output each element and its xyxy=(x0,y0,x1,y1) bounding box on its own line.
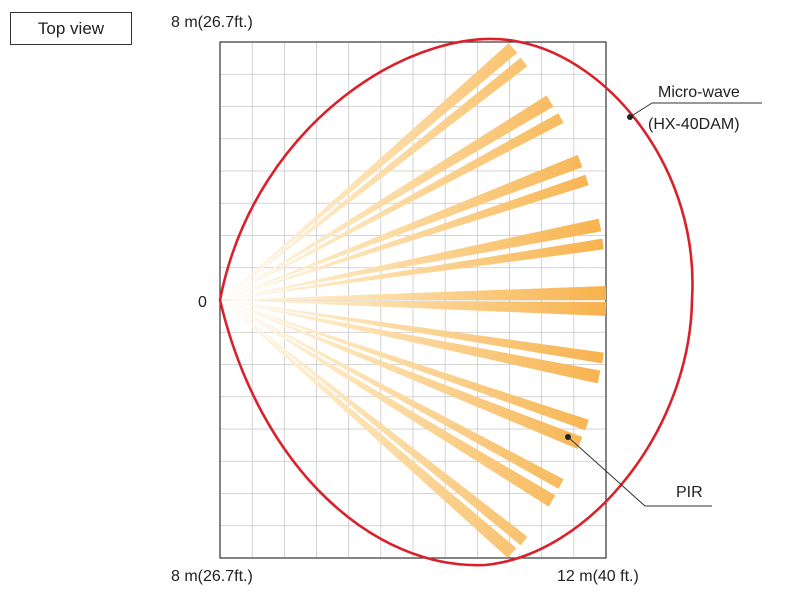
pir-beam xyxy=(222,113,564,300)
pir-beam xyxy=(222,300,589,431)
top-range-label: 8 m(26.7ft.) xyxy=(171,14,253,31)
pir-beam xyxy=(222,218,602,300)
pir-beam xyxy=(222,300,601,384)
pir-beam xyxy=(222,174,589,300)
pir-beam xyxy=(222,57,528,301)
microwave-leader-line xyxy=(629,102,653,118)
pir-beam xyxy=(222,300,564,489)
microwave-leader-dot xyxy=(627,114,633,120)
bottom-right-range-label: 12 m(40 ft.) xyxy=(557,568,639,585)
pir-beam xyxy=(222,286,607,300)
pir-beam xyxy=(222,300,517,558)
microwave-model-label: (HX-40DAM) xyxy=(648,116,740,133)
view-title: Top view xyxy=(10,12,132,45)
pir-beam xyxy=(222,300,556,507)
pir-beam xyxy=(222,300,607,316)
pir-beam xyxy=(222,300,528,546)
pir-beam xyxy=(222,238,604,300)
microwave-label: Micro-wave xyxy=(658,84,740,101)
pir-label: PIR xyxy=(676,484,703,501)
pir-beam xyxy=(222,95,554,301)
microwave-coverage-outline xyxy=(218,37,694,567)
pir-leader-line xyxy=(567,436,646,507)
pir-beam xyxy=(222,300,604,364)
pir-beams xyxy=(222,43,607,558)
pir-beam xyxy=(222,300,583,449)
origin-label: 0 xyxy=(198,294,207,311)
pir-beam xyxy=(222,43,518,300)
pir-leader-dot xyxy=(565,434,571,440)
bottom-left-range-label: 8 m(26.7ft.) xyxy=(171,568,253,585)
pir-beam xyxy=(222,154,583,300)
